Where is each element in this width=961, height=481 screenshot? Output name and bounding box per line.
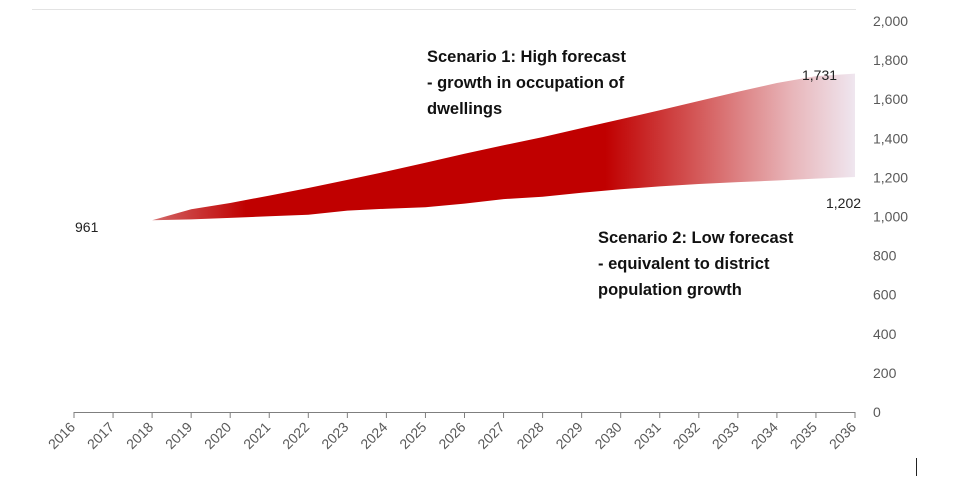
x-tick-label-2026: 2026 — [435, 419, 468, 452]
y-tick-label-1400: 1,400 — [873, 130, 908, 146]
y-tick-label-1200: 1,200 — [873, 169, 908, 185]
x-tick-label-2019: 2019 — [162, 419, 195, 452]
x-tick-label-2023: 2023 — [318, 419, 351, 452]
low-end-value-label: 1,202 — [826, 195, 861, 211]
low-forecast-annotation-line-2: - equivalent to district — [598, 255, 770, 273]
x-tick-label-2024: 2024 — [357, 419, 390, 452]
high-forecast-annotation-line-2: - growth in occupation of — [427, 74, 625, 92]
x-tick-label-2018: 2018 — [123, 419, 156, 452]
x-tick-label-2025: 2025 — [396, 419, 429, 452]
y-tick-label-1000: 1,000 — [873, 209, 908, 225]
x-tick-label-2027: 2027 — [474, 419, 507, 452]
x-tick-label-2028: 2028 — [513, 419, 546, 452]
low-forecast-annotation-line-3: population growth — [598, 281, 742, 299]
x-tick-label-2033: 2033 — [709, 419, 742, 452]
y-tick-label-1800: 1,800 — [873, 52, 908, 68]
x-tick-label-2034: 2034 — [748, 419, 781, 452]
y-tick-label-800: 800 — [873, 248, 897, 264]
y-tick-label-600: 600 — [873, 287, 897, 303]
y-tick-label-200: 200 — [873, 365, 897, 381]
y-tick-label-1600: 1,600 — [873, 91, 908, 107]
x-tick-label-2022: 2022 — [279, 419, 312, 452]
x-tick-label-2016: 2016 — [45, 419, 78, 452]
x-tick-label-2032: 2032 — [670, 419, 703, 452]
low-forecast-annotation-line-1: Scenario 2: Low forecast — [598, 229, 794, 247]
y-tick-label-0: 0 — [873, 404, 881, 420]
x-tick-label-2030: 2030 — [591, 419, 624, 452]
forecast-range-band — [74, 73, 855, 225]
high-forecast-annotation-line-3: dwellings — [427, 100, 502, 118]
x-tick-label-2035: 2035 — [787, 419, 820, 452]
high-forecast-annotation-line-1: Scenario 1: High forecast — [427, 48, 626, 66]
x-tick-label-2017: 2017 — [84, 419, 117, 452]
x-tick-label-2029: 2029 — [552, 419, 585, 452]
y-tick-label-2000: 2,000 — [873, 13, 908, 29]
x-tick-label-2020: 2020 — [201, 419, 234, 452]
x-tick-label-2031: 2031 — [631, 419, 664, 452]
y-tick-label-400: 400 — [873, 326, 897, 342]
x-tick-label-2036: 2036 — [826, 419, 859, 452]
x-tick-label-2021: 2021 — [240, 419, 273, 452]
start-value-label: 961 — [75, 219, 99, 235]
high-end-value-label: 1,731 — [802, 67, 837, 83]
